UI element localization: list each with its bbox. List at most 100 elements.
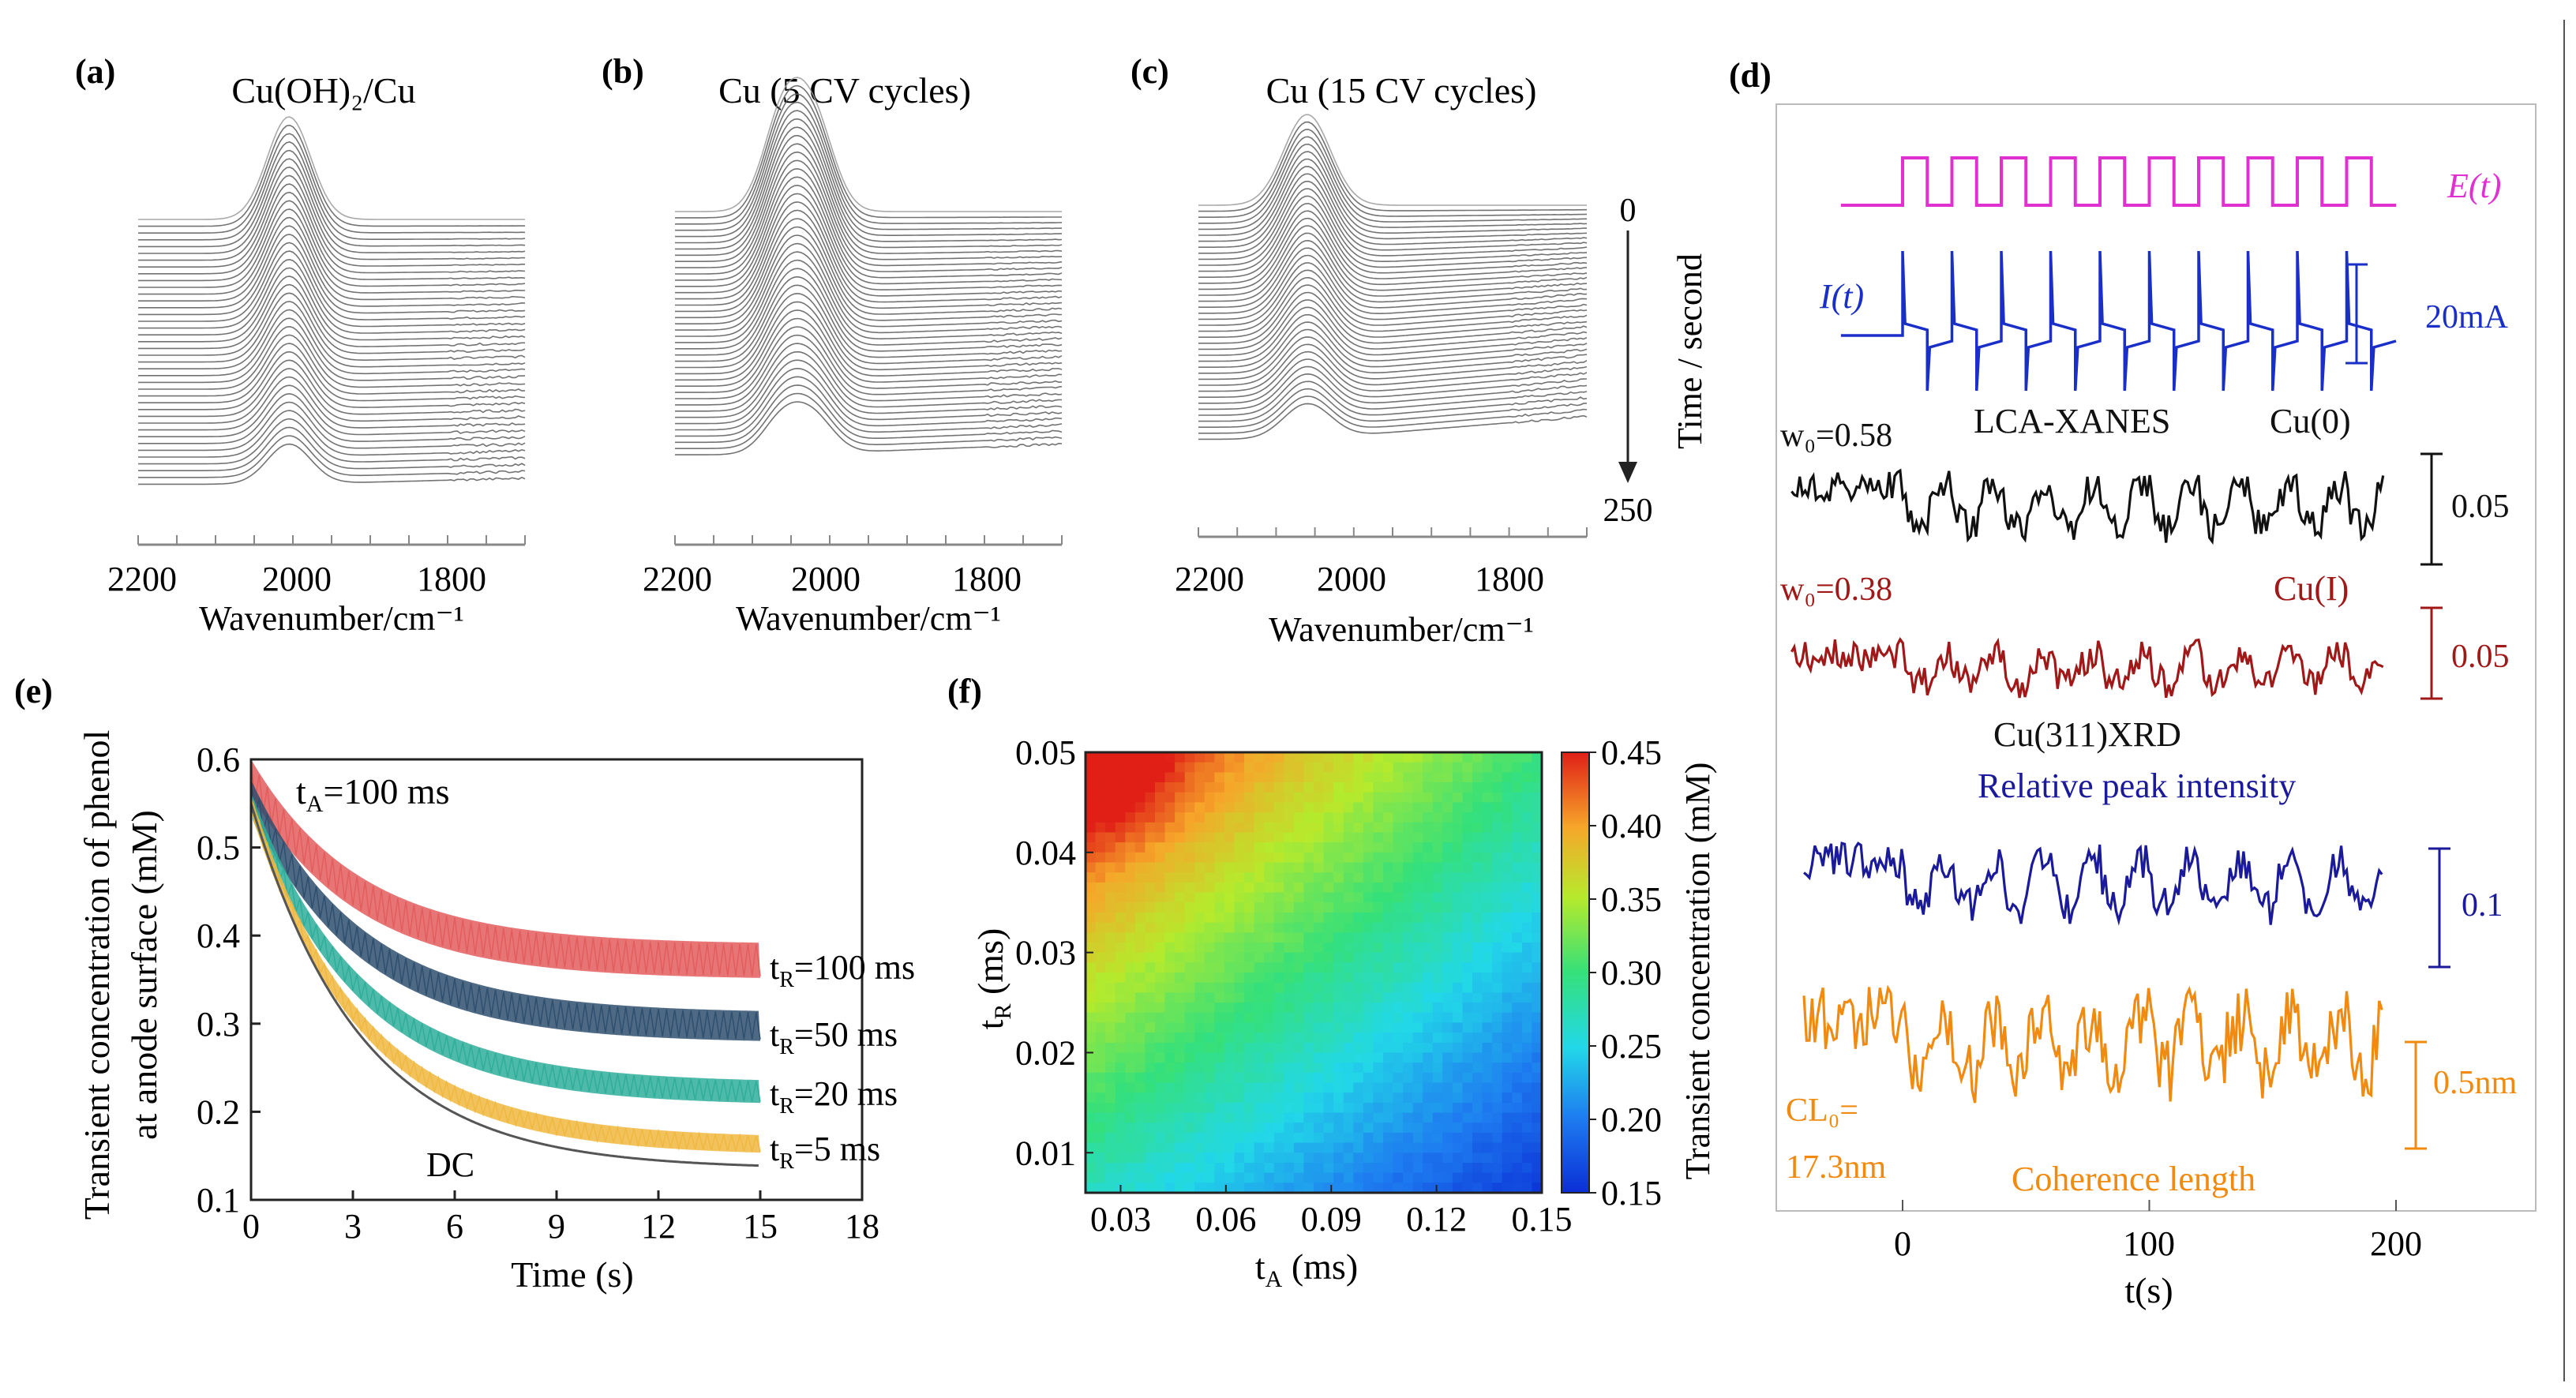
colorbar-tick-label: 0.20 (1601, 1100, 1662, 1139)
heatmap-cell (1184, 1123, 1195, 1134)
heatmap-cell (1452, 922, 1464, 933)
heatmap-cell (1264, 1063, 1275, 1074)
heatmap-cell (1105, 762, 1116, 773)
heatmap-cell (1164, 752, 1176, 763)
w0-cu0-label: w₀=0.58 (1780, 418, 1892, 454)
heatmap-cell (1303, 762, 1314, 773)
heatmap-cell (1303, 842, 1314, 853)
spectrum-line (1198, 395, 1588, 434)
heatmap-cell (1323, 892, 1334, 903)
heatmap-cell (1393, 792, 1404, 803)
heatmap-cell (1155, 1063, 1166, 1074)
heatmap-cell (1224, 1003, 1236, 1014)
heatmap-cell (1492, 1182, 1503, 1194)
spectrum-line (675, 226, 1063, 324)
spectrum-line (138, 359, 526, 418)
heatmap-cell (1234, 1003, 1245, 1014)
heatmap-cell (1353, 1182, 1364, 1194)
heatmap-cell (1293, 812, 1305, 823)
heatmap-cell (1145, 852, 1156, 864)
heatmap-cell (1532, 762, 1543, 773)
heatmap-cell (1423, 1163, 1434, 1174)
heatmap-cell (1423, 872, 1434, 883)
heatmap-cell (1452, 802, 1464, 813)
heatmap-cell (1333, 762, 1344, 773)
heatmap-cell (1284, 782, 1295, 793)
heatmap-cell (1403, 1093, 1414, 1104)
heatmap-cell (1264, 952, 1275, 963)
heatmap-cell (1343, 932, 1354, 943)
spectrum-line (1198, 129, 1588, 218)
heatmap-cell (1482, 782, 1493, 793)
heatmap-cell (1323, 842, 1334, 853)
heatmap-cell (1502, 1172, 1513, 1183)
heatmap-cell (1293, 1093, 1305, 1104)
heatmap-cell (1393, 1052, 1404, 1063)
x-tick-label: 9 (548, 1207, 565, 1246)
heatmap-cell (1412, 1142, 1423, 1153)
heatmap-cell (1412, 1102, 1423, 1114)
heatmap-cell (1105, 1142, 1116, 1153)
heatmap-cell (1273, 1063, 1284, 1074)
spectrum-line (1198, 217, 1588, 290)
heatmap-cell (1412, 1172, 1423, 1183)
heatmap-cell (1284, 792, 1295, 803)
heatmap-cell (1462, 982, 1473, 993)
heatmap-cell (1284, 1082, 1295, 1093)
heatmap-cell (1293, 822, 1305, 834)
heatmap-cell (1105, 1163, 1116, 1174)
heatmap-cell (1383, 1022, 1394, 1033)
heatmap-cell (1373, 782, 1384, 793)
heatmap-cell (1521, 792, 1533, 803)
heatmap-cell (1134, 1093, 1146, 1104)
heatmap-cell (1373, 832, 1384, 843)
heatmap-cell (1095, 802, 1106, 813)
heatmap-cell (1363, 1132, 1374, 1144)
heatmap-cell (1224, 1132, 1236, 1144)
heatmap-cell (1452, 782, 1464, 793)
heatmap-cell (1442, 1163, 1453, 1174)
spectrum-line (1198, 328, 1588, 380)
heatmap-cell (1254, 1132, 1265, 1144)
heatmap-cell (1125, 852, 1136, 864)
heatmap-cell (1254, 1163, 1265, 1174)
heatmap-cell (1472, 1072, 1483, 1084)
i-scale-label: 20mA (2425, 299, 2509, 335)
heatmap-cell (1393, 922, 1404, 933)
heatmap-cell (1432, 962, 1443, 973)
heatmap-cell (1086, 943, 1097, 954)
heatmap-cell (1383, 772, 1394, 783)
heatmap-cell (1254, 1022, 1265, 1033)
heatmap-cell (1512, 1063, 1523, 1074)
heatmap-cell (1363, 792, 1374, 803)
heatmap-cell (1115, 1012, 1126, 1023)
heatmap-cell (1393, 1182, 1404, 1194)
heatmap-cell (1472, 1112, 1483, 1123)
panel-f-ticks: 0.03 0.06 0.09 0.12 0.150.010.020.030.040.05… (1015, 733, 1662, 1239)
heatmap-cell (1224, 1153, 1236, 1164)
heatmap-cell (1293, 1003, 1305, 1014)
heatmap-cell (1432, 1012, 1443, 1023)
heatmap-cell (1214, 1102, 1225, 1114)
heatmap-cell (1254, 902, 1265, 913)
heatmap-cell (1194, 1112, 1206, 1123)
heatmap-cell (1353, 1132, 1364, 1144)
heatmap-cell (1164, 1112, 1176, 1123)
heatmap-cell (1442, 1042, 1453, 1054)
heatmap-cell (1363, 832, 1374, 843)
panel-d-traces (1790, 156, 2397, 1104)
heatmap-cell (1095, 912, 1106, 924)
heatmap-cell (1442, 1132, 1453, 1144)
heatmap-cell (1254, 1172, 1265, 1183)
heatmap-cell (1363, 822, 1374, 834)
heatmap-cell (1502, 932, 1513, 943)
cl0-label: CL₀= (1786, 1093, 1858, 1129)
heatmap-cell (1323, 1093, 1334, 1104)
heatmap-cell (1512, 1012, 1523, 1023)
spectrum-line (675, 209, 1063, 313)
heatmap-cell (1432, 1042, 1443, 1054)
heatmap-cell (1134, 912, 1146, 924)
heatmap-cell (1383, 1112, 1394, 1123)
heatmap-cell (1314, 992, 1325, 1003)
heatmap-cell (1532, 973, 1543, 984)
